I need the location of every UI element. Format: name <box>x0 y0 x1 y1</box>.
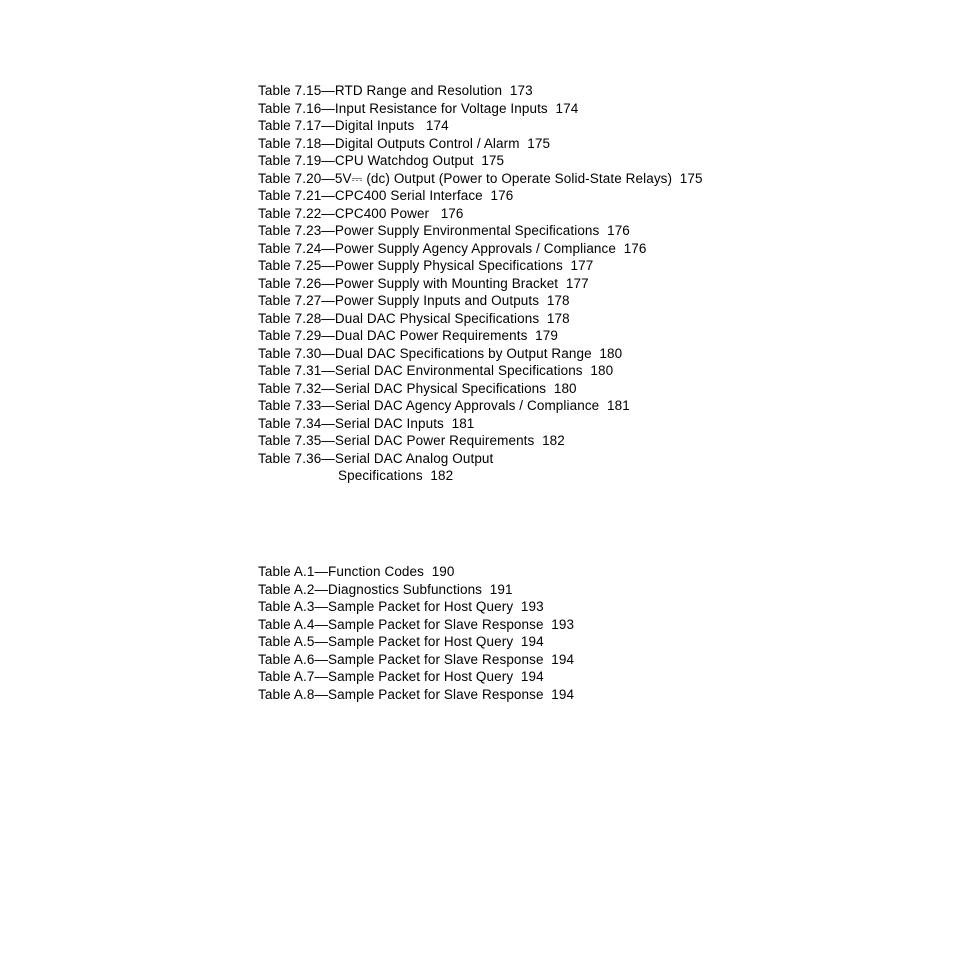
toc-ch7-entry-continuation: Specifications 182 <box>258 467 818 485</box>
toc-appA-entry: Table A.8—Sample Packet for Slave Respon… <box>258 686 818 704</box>
toc-appA-entry: Table A.4—Sample Packet for Slave Respon… <box>258 616 818 634</box>
toc-block-chapter7: Table 7.15—RTD Range and Resolution 173T… <box>258 82 818 485</box>
toc-ch7-entry: Table 7.36—Serial DAC Analog Output <box>258 450 818 468</box>
toc-appA-entry: Table A.2—Diagnostics Subfunctions 191 <box>258 581 818 599</box>
toc-ch7-entry: Table 7.34—Serial DAC Inputs 181 <box>258 415 818 433</box>
toc-ch7-entry: Table 7.23—Power Supply Environmental Sp… <box>258 222 818 240</box>
toc-ch7-entry: Table 7.35—Serial DAC Power Requirements… <box>258 432 818 450</box>
toc-ch7-entry: Table 7.32—Serial DAC Physical Specifica… <box>258 380 818 398</box>
toc-ch7-entry: Table 7.17—Digital Inputs 174 <box>258 117 818 135</box>
toc-ch7-entry: Table 7.26—Power Supply with Mounting Br… <box>258 275 818 293</box>
toc-appA-entry: Table A.3—Sample Packet for Host Query 1… <box>258 598 818 616</box>
toc-appA-entry: Table A.6—Sample Packet for Slave Respon… <box>258 651 818 669</box>
toc-ch7-entry: Table 7.30—Dual DAC Specifications by Ou… <box>258 345 818 363</box>
toc-appA-entry: Table A.5—Sample Packet for Host Query 1… <box>258 633 818 651</box>
toc-ch7-entry: Table 7.19—CPU Watchdog Output 175 <box>258 152 818 170</box>
toc-ch7-entry: Table 7.18—Digital Outputs Control / Ala… <box>258 135 818 153</box>
toc-ch7-entry: Table 7.29—Dual DAC Power Requirements 1… <box>258 327 818 345</box>
toc-ch7-entry: Table 7.31—Serial DAC Environmental Spec… <box>258 362 818 380</box>
toc-block-appendixA: Table A.1—Function Codes 190Table A.2—Di… <box>258 563 818 703</box>
toc-ch7-entry: Table 7.24—Power Supply Agency Approvals… <box>258 240 818 258</box>
toc-ch7-entry: Table 7.25—Power Supply Physical Specifi… <box>258 257 818 275</box>
toc-ch7-entry: Table 7.15—RTD Range and Resolution 173 <box>258 82 818 100</box>
toc-ch7-entry: Table 7.22—CPC400 Power 176 <box>258 205 818 223</box>
toc-ch7-entry: Table 7.21—CPC400 Serial Interface 176 <box>258 187 818 205</box>
toc-ch7-entry: Table 7.33—Serial DAC Agency Approvals /… <box>258 397 818 415</box>
toc-ch7-entry: Table 7.28—Dual DAC Physical Specificati… <box>258 310 818 328</box>
toc-ch7-entry: Table 7.20—5V⎓ (dc) Output (Power to Ope… <box>258 170 818 188</box>
toc-appA-entry: Table A.1—Function Codes 190 <box>258 563 818 581</box>
document-page: Table 7.15—RTD Range and Resolution 173T… <box>0 0 954 954</box>
toc-appA-entry: Table A.7—Sample Packet for Host Query 1… <box>258 668 818 686</box>
toc-ch7-entry: Table 7.27—Power Supply Inputs and Outpu… <box>258 292 818 310</box>
toc-ch7-entry: Table 7.16—Input Resistance for Voltage … <box>258 100 818 118</box>
